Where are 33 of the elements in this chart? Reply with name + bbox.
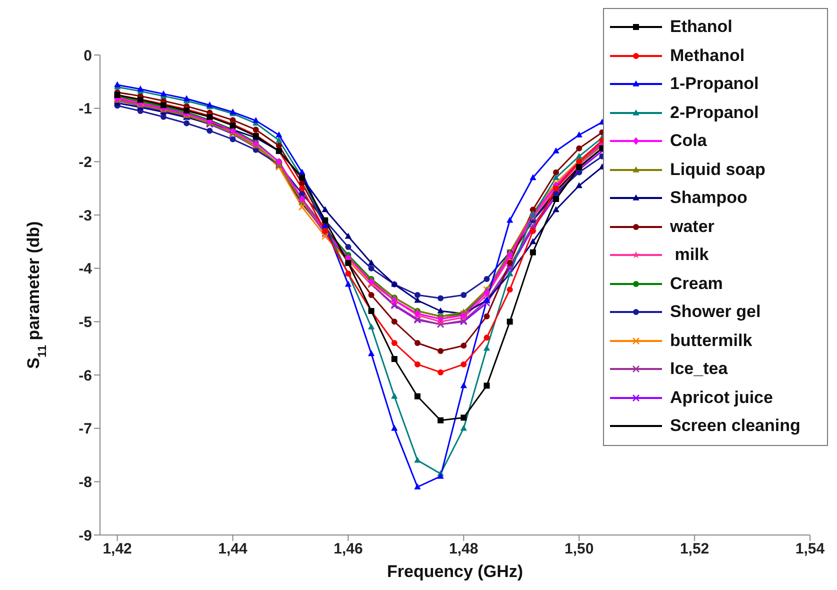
legend-label: Cola [670,131,707,152]
legend-label: Screen cleaning [670,416,800,436]
legend-label: water [670,216,714,237]
x-tick-label: 1,50 [564,540,594,558]
legend-label: Methanol [670,46,745,66]
x-tick-label: 1,42 [102,540,132,558]
x-tick-label: 1,54 [795,540,826,558]
y-tick-label: -6 [78,367,92,384]
legend-label: buttermilk [670,330,752,351]
y-tick-label: -8 [78,474,92,491]
legend-label: Shower gel [670,302,761,322]
y-tick-label: -2 [78,154,92,171]
y-tick-label: -1 [78,100,92,118]
x-tick-label: 1,52 [680,540,710,558]
x-tick-label: 1,46 [334,540,363,558]
legend-label: Shampoo [670,188,748,208]
y-tick-label: -5 [78,314,92,331]
y-tick-label: -4 [78,260,93,278]
legend-label: Cream [670,274,723,294]
x-tick-label: 1,48 [449,540,478,558]
legend-label: 1-Propanol [670,74,759,94]
legend-label: Ethanol [670,17,732,38]
y-tick-label: -9 [78,527,92,544]
x-axis-title: Frequency (GHz) [386,562,524,581]
legend-label: Liquid soap [670,160,766,180]
legend-label: milk [674,245,709,266]
legend-label: Ice_tea [670,359,728,380]
legend-label: Apricot juice [670,388,773,408]
y-tick-label: -7 [78,420,92,438]
x-tick-label: 1,44 [218,540,248,558]
y-tick-label: 0 [84,47,92,64]
y-tick-label: -3 [78,207,92,224]
legend-label: 2-Propanol [670,102,759,123]
